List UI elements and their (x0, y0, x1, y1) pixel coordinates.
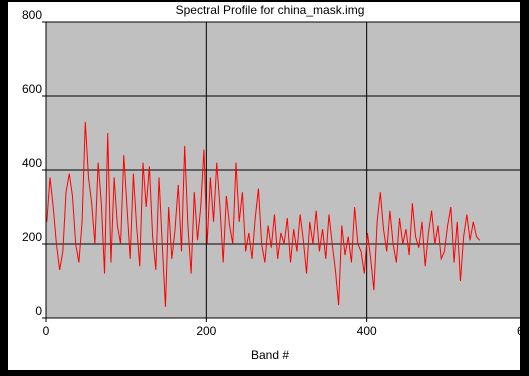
y-tick-label: 800 (22, 8, 42, 22)
y-tick-label: 400 (22, 156, 42, 170)
spectral-line (46, 121, 481, 307)
x-tick-label: 400 (357, 324, 377, 338)
y-tick-label: 600 (22, 82, 42, 96)
y-tick-label: 0 (35, 304, 42, 318)
chart-title: Spectral Profile for china_mask.img (176, 3, 365, 17)
x-tick-label: 0 (43, 324, 50, 338)
x-tick-label: 200 (196, 324, 216, 338)
y-tick-label: 200 (22, 230, 42, 244)
window-edge (520, 0, 529, 376)
x-axis-label: Band # (251, 348, 289, 362)
